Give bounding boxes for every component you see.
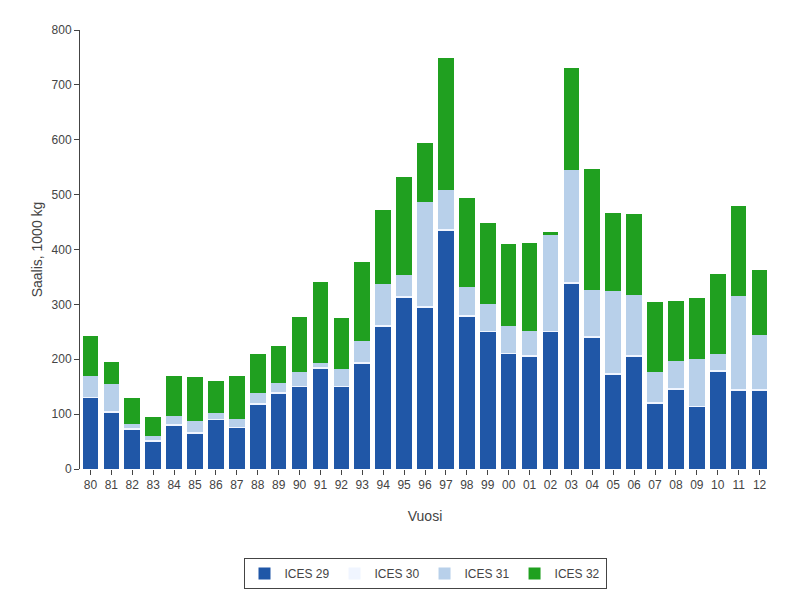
svg-text:07: 07 — [648, 478, 662, 492]
svg-text:01: 01 — [523, 478, 537, 492]
svg-text:05: 05 — [607, 478, 621, 492]
svg-text:11: 11 — [732, 478, 745, 492]
svg-text:97: 97 — [439, 478, 453, 492]
svg-text:06: 06 — [627, 478, 641, 492]
svg-text:800: 800 — [52, 23, 72, 37]
svg-text:10: 10 — [711, 478, 725, 492]
svg-text:12: 12 — [753, 478, 767, 492]
svg-text:ICES 32: ICES 32 — [555, 567, 600, 581]
svg-text:08: 08 — [669, 478, 683, 492]
svg-text:100: 100 — [52, 407, 72, 421]
svg-text:400: 400 — [52, 243, 72, 257]
svg-text:02: 02 — [544, 478, 558, 492]
svg-text:86: 86 — [209, 478, 223, 492]
svg-text:88: 88 — [251, 478, 265, 492]
svg-text:85: 85 — [188, 478, 202, 492]
svg-text:200: 200 — [52, 352, 72, 366]
svg-text:300: 300 — [52, 298, 72, 312]
svg-text:83: 83 — [147, 478, 161, 492]
svg-text:600: 600 — [52, 133, 72, 147]
svg-text:91: 91 — [314, 478, 328, 492]
svg-text:82: 82 — [126, 478, 140, 492]
svg-text:ICES 31: ICES 31 — [465, 567, 510, 581]
svg-text:00: 00 — [502, 478, 516, 492]
svg-text:93: 93 — [356, 478, 370, 492]
svg-text:90: 90 — [293, 478, 307, 492]
svg-text:500: 500 — [52, 188, 72, 202]
svg-text:09: 09 — [690, 478, 704, 492]
svg-text:03: 03 — [565, 478, 579, 492]
svg-text:ICES 29: ICES 29 — [285, 567, 330, 581]
svg-text:04: 04 — [586, 478, 600, 492]
svg-text:ICES 30: ICES 30 — [375, 567, 420, 581]
svg-text:80: 80 — [84, 478, 98, 492]
svg-text:Vuosi: Vuosi — [408, 508, 443, 524]
svg-text:84: 84 — [167, 478, 181, 492]
svg-text:87: 87 — [230, 478, 244, 492]
svg-text:92: 92 — [335, 478, 349, 492]
svg-text:0: 0 — [65, 462, 72, 476]
svg-text:95: 95 — [397, 478, 411, 492]
svg-text:96: 96 — [418, 478, 432, 492]
svg-text:81: 81 — [105, 478, 119, 492]
svg-text:94: 94 — [377, 478, 391, 492]
svg-text:Saalis, 1000 kg: Saalis, 1000 kg — [29, 202, 45, 298]
svg-text:98: 98 — [460, 478, 474, 492]
svg-text:89: 89 — [272, 478, 286, 492]
svg-text:700: 700 — [52, 78, 72, 92]
svg-text:99: 99 — [481, 478, 495, 492]
